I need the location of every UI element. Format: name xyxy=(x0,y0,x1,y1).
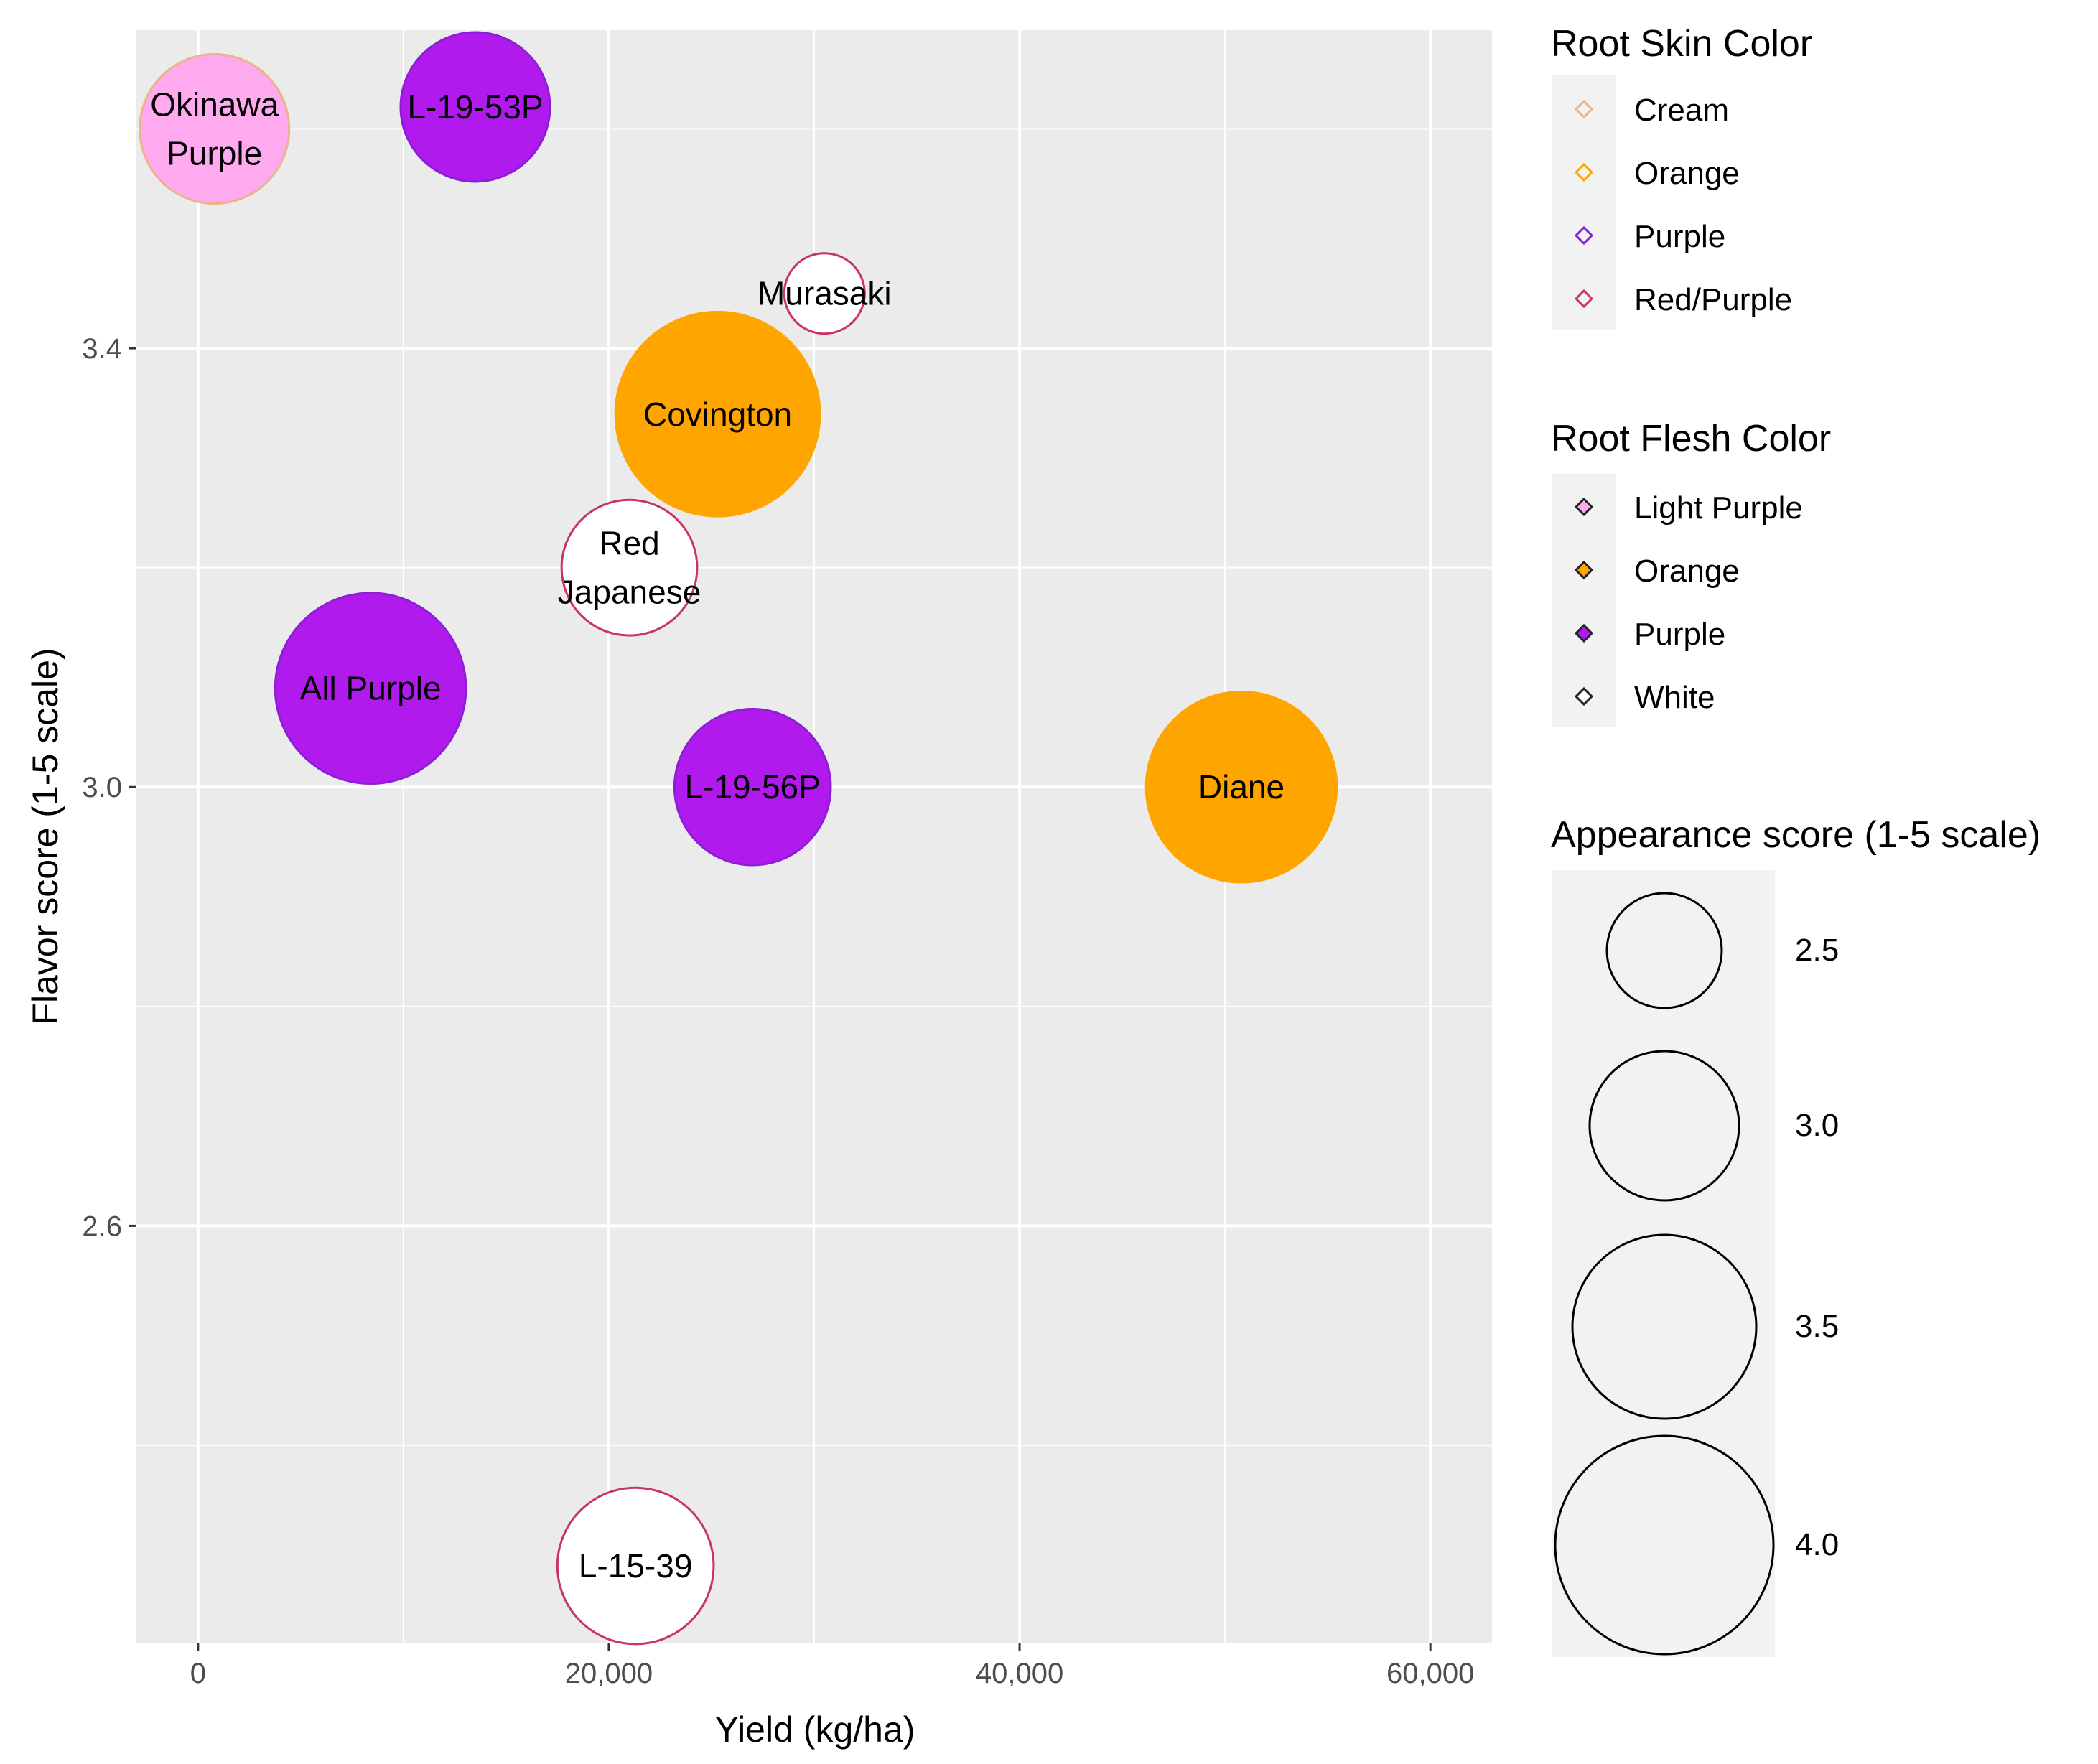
legend-flesh: Light Purple Orange Purple White xyxy=(1574,490,1803,715)
legend-skin-diamond-icon xyxy=(1574,99,1594,119)
bubble-label: Japanese xyxy=(558,574,701,611)
legend-skin-label: Orange xyxy=(1634,156,1740,191)
legend-flesh-label: Orange xyxy=(1634,554,1740,589)
legend-flesh-diamond-icon xyxy=(1574,623,1594,643)
bubble-label: All Purple xyxy=(300,670,442,707)
legend-flesh-diamond-icon xyxy=(1574,686,1594,706)
bubble-label: L-19-56P xyxy=(685,768,821,806)
x-tick-label: 20,000 xyxy=(565,1658,653,1689)
y-tick-label: 3.0 xyxy=(82,772,122,803)
legend-size-label: 3.5 xyxy=(1795,1309,1839,1344)
y-axis-ticks: 2.6 3.0 3.4 xyxy=(82,333,136,1242)
legend-flesh-label: Purple xyxy=(1634,617,1725,652)
legend-size: 2.5 3.0 3.5 4.0 xyxy=(1554,892,1839,1656)
bubble-label: Red xyxy=(599,525,659,562)
legend-skin-diamond-icon xyxy=(1574,162,1594,182)
bubble xyxy=(399,31,551,183)
legend-skin-title: Root Skin Color xyxy=(1551,23,1812,65)
major-gridlines xyxy=(136,30,1492,1643)
legend-size-circle-icon xyxy=(1588,1050,1740,1202)
bubble xyxy=(1144,690,1338,884)
legend-flesh-label: White xyxy=(1634,680,1715,715)
legend-skin-label: Red/Purple xyxy=(1634,282,1792,317)
bubble xyxy=(783,252,866,335)
bubble-label: Diane xyxy=(1198,768,1285,806)
y-axis-title: Flavor score (1-5 scale) xyxy=(25,648,65,1025)
bubble-label: L-19-53P xyxy=(407,88,543,126)
y-tick-label: 2.6 xyxy=(82,1210,122,1242)
x-tick-label: 60,000 xyxy=(1386,1658,1474,1689)
legend-skin-diamond-icon xyxy=(1574,289,1594,309)
bubble xyxy=(560,498,699,637)
legend-size-label: 2.5 xyxy=(1795,933,1839,968)
legend-size-label: 3.0 xyxy=(1795,1108,1839,1143)
x-axis-ticks: 0 20,000 40,000 60,000 xyxy=(190,1643,1474,1689)
y-tick-label: 3.4 xyxy=(82,333,122,365)
bubble xyxy=(614,310,821,518)
legend-size-label: 4.0 xyxy=(1795,1527,1839,1562)
bubble-label: Purple xyxy=(167,135,262,172)
bubble xyxy=(274,592,467,785)
bubble xyxy=(139,53,291,205)
bubble xyxy=(556,1486,715,1646)
legend-skin: Cream Orange Purple Red/Purple xyxy=(1574,93,1792,317)
bubble xyxy=(673,707,832,867)
legend-size-circle-icon xyxy=(1554,1434,1775,1656)
legend-flesh-title: Root Flesh Color xyxy=(1551,418,1831,459)
legend-size-key-background xyxy=(1552,870,1775,1657)
legend-flesh-label: Light Purple xyxy=(1634,490,1803,526)
legend-skin-diamond-icon xyxy=(1574,225,1594,246)
legend-flesh-diamond-icon xyxy=(1574,497,1594,517)
bubble-label: Murasaki xyxy=(757,275,892,312)
x-axis-title: Yield (kg/ha) xyxy=(715,1709,915,1750)
legend-skin-label: Cream xyxy=(1634,93,1729,128)
legend-size-circle-icon xyxy=(1605,892,1723,1009)
legend-flesh-diamond-icon xyxy=(1574,560,1594,580)
legend-size-title: Appearance score (1-5 scale) xyxy=(1551,814,2041,856)
bubble-label: L-15-39 xyxy=(579,1547,693,1585)
legend-skin-label: Purple xyxy=(1634,219,1725,254)
bubbles: Okinawa Purple L-19-53P Murasaki Covington Re… xyxy=(139,31,1338,1646)
bubble-label: Okinawa xyxy=(150,86,279,123)
x-tick-label: 40,000 xyxy=(976,1658,1063,1689)
legend-size-circle-icon xyxy=(1571,1233,1758,1420)
bubble-label: Covington xyxy=(643,396,792,433)
x-tick-label: 0 xyxy=(190,1658,206,1689)
